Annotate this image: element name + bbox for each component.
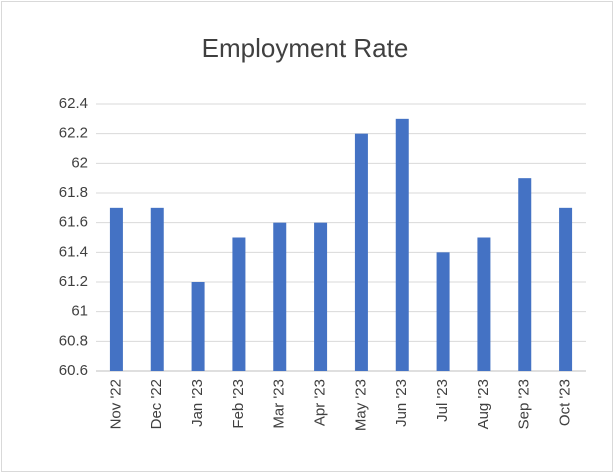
bar [518,178,532,371]
y-tick-label: 61.2 [59,273,88,290]
x-tick-label: Feb '23 [230,379,247,429]
x-tick-label: Aug '23 [475,379,492,429]
chart-title: Employment Rate [202,33,409,63]
bar [436,252,450,371]
x-tick-label: Nov '22 [107,379,124,429]
y-tick-label: 61.6 [59,214,88,231]
bar [477,237,491,371]
y-tick-label: 60.8 [59,332,88,349]
bar [559,207,573,371]
x-tick-label: Jul '23 [434,379,451,422]
bar [395,118,409,371]
y-tick-label: 62.2 [59,125,88,142]
bar [314,222,328,371]
x-tick-label: Sep '23 [516,379,533,429]
y-tick-label: 61.4 [59,243,88,260]
y-tick-label: 61 [71,303,88,320]
bar [191,282,205,371]
y-tick-label: 61.8 [59,184,88,201]
x-tick-label: Jan '23 [189,379,206,427]
bar [354,133,368,371]
y-tick-label: 62.4 [59,95,88,112]
x-tick-label: May '23 [352,379,369,431]
bar [109,207,123,371]
x-tick-label: Apr '23 [312,379,329,426]
bar [273,222,287,371]
bar [232,237,246,371]
x-tick-label: Dec '22 [148,379,165,429]
y-tick-label: 62 [71,154,88,171]
y-tick-label: 60.6 [59,362,88,379]
bar [150,207,164,371]
x-tick-label: Jun '23 [393,379,410,427]
x-tick-label: Oct '23 [557,379,574,426]
x-tick-label: Mar '23 [271,379,288,429]
